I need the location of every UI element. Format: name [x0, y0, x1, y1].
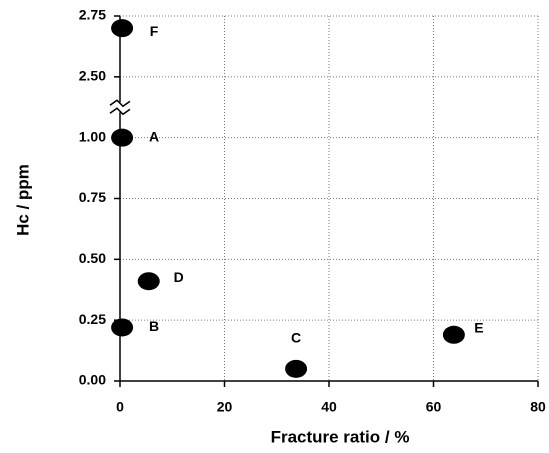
data-point — [111, 19, 134, 38]
x-tick-label: 40 — [321, 399, 337, 415]
data-point — [442, 325, 465, 344]
x-tick-label: 0 — [116, 399, 124, 415]
y-tick-label: 2.50 — [79, 68, 106, 84]
x-tick-label: 60 — [426, 399, 442, 415]
axis-break — [109, 99, 131, 108]
axis-break — [109, 107, 131, 116]
y-tick-label: 1.00 — [79, 128, 106, 144]
y-tick-label: 2.75 — [79, 7, 106, 23]
data-point — [285, 359, 308, 378]
point-label: C — [291, 330, 301, 346]
data-point — [137, 272, 160, 291]
x-tick-label: 20 — [217, 399, 233, 415]
y-axis-label: Hc / ppm — [13, 164, 32, 236]
point-label: B — [149, 318, 159, 334]
point-label: A — [149, 128, 159, 144]
y-tick-label: 0.75 — [79, 189, 106, 205]
data-point — [111, 128, 134, 147]
y-tick-label: 0.25 — [79, 311, 106, 327]
point-label: F — [150, 23, 159, 39]
point-label: D — [174, 269, 184, 285]
axis-break-gap — [111, 102, 129, 113]
y-tick-label: 0.50 — [79, 250, 106, 266]
y-tick-label: 0.00 — [79, 372, 106, 388]
point-label: E — [474, 319, 483, 335]
x-tick-label: 80 — [530, 399, 546, 415]
data-point — [111, 318, 134, 337]
x-axis-label: Fracture ratio / % — [271, 427, 410, 446]
